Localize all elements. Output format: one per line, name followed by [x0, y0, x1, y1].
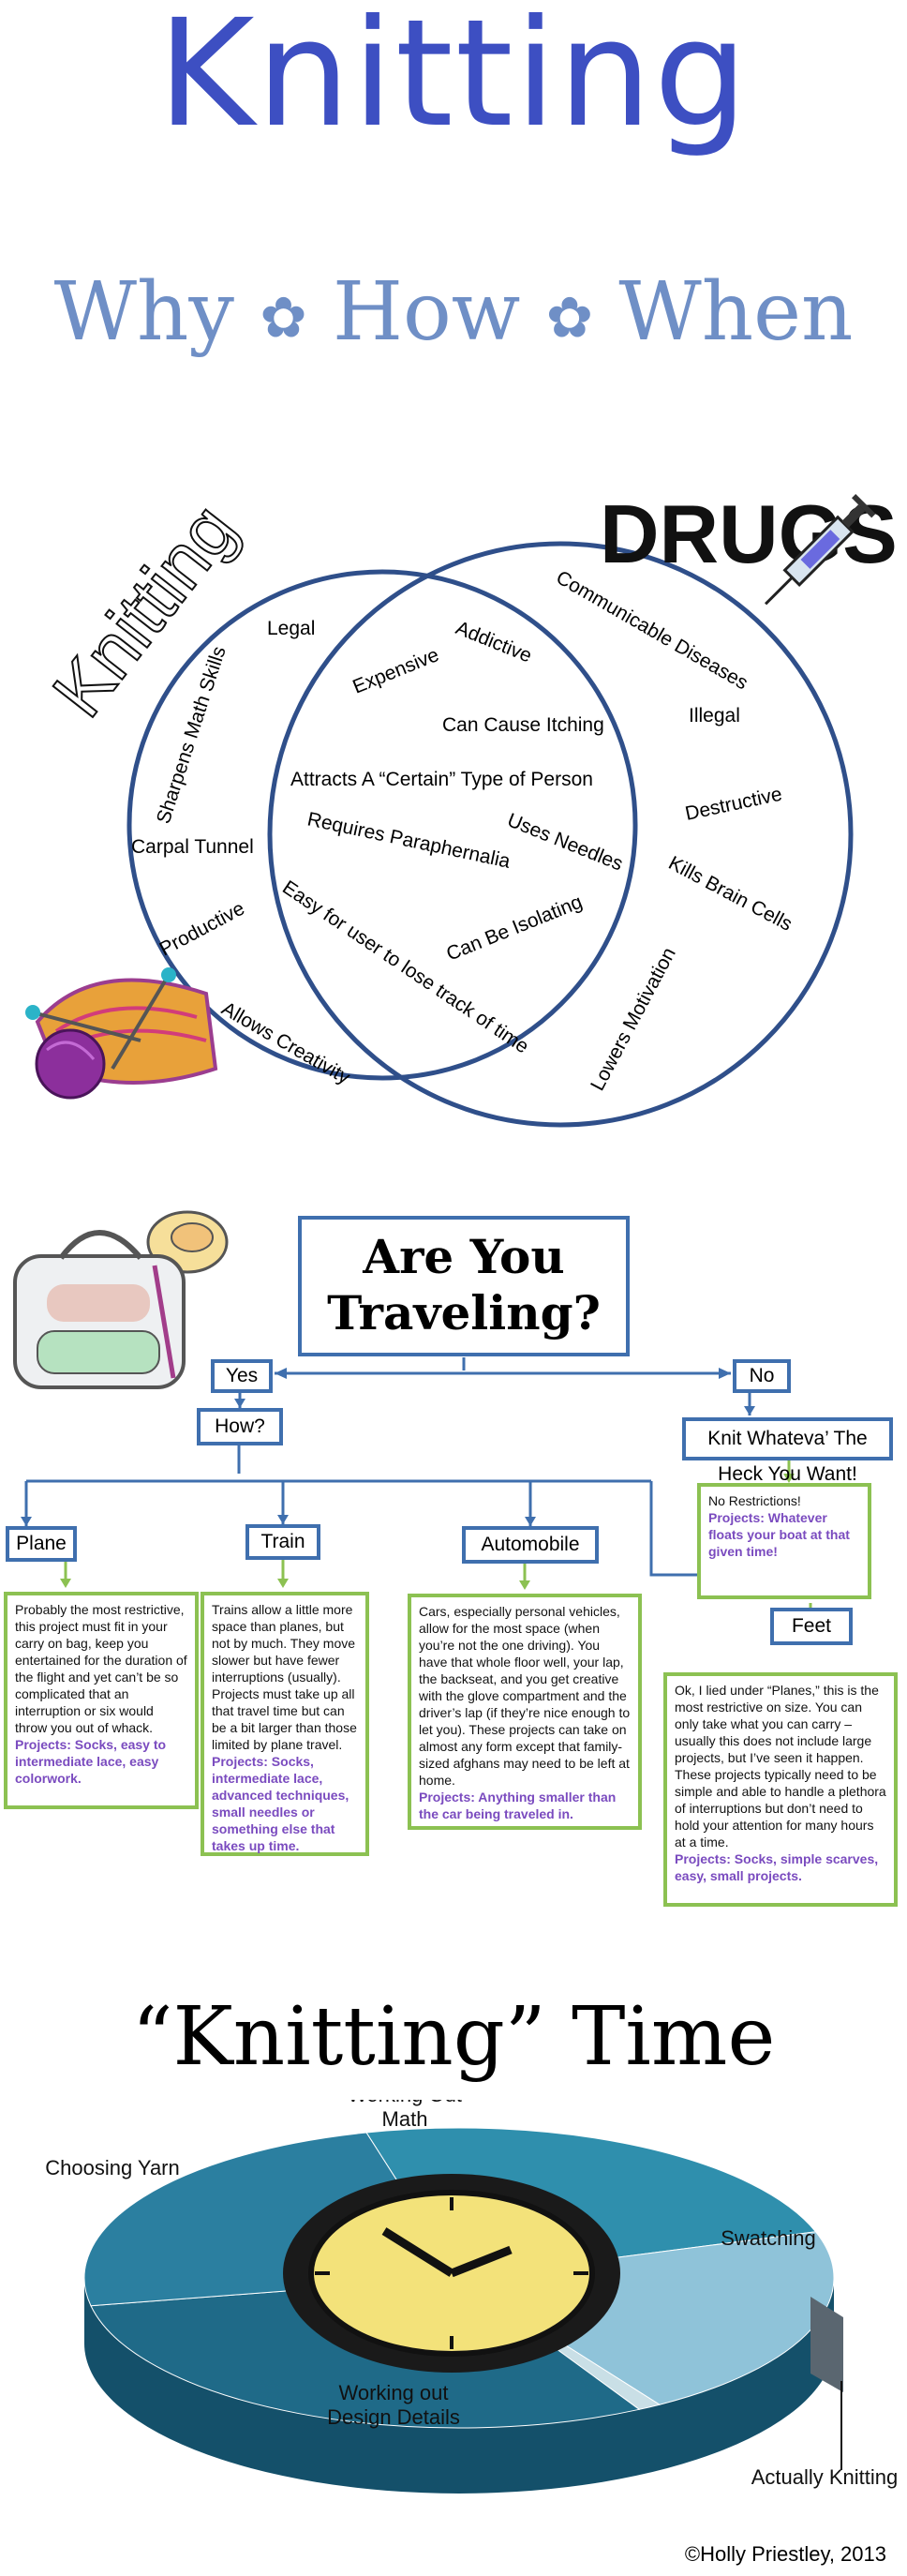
mode-feet-text: Ok, I lied under “Planes,” this is the m…: [675, 1683, 886, 1850]
mode-plane-label: Plane: [6, 1526, 77, 1562]
venn-circle-knitting: [126, 569, 638, 1081]
mode-automobile-detail: Cars, especially personal vehicles, allo…: [408, 1594, 642, 1830]
venn-right-item: Lowers Motivation: [587, 944, 680, 1094]
subtitle-why: Why: [53, 265, 234, 359]
flower-icon: ✿: [260, 285, 307, 352]
venn-overlap-item: Can Cause Itching: [442, 714, 604, 736]
pie-label: Swatching: [721, 2226, 816, 2250]
venn-right-item: Illegal: [689, 705, 740, 726]
mode-train-projects: Projects: Socks, intermediate lace, adva…: [212, 1754, 349, 1853]
mode-train-text: Trains allow a little more space than pl…: [212, 1602, 357, 1752]
venn-overlap-item: Addictive: [453, 617, 535, 666]
venn-left-item: Allows Creativity: [218, 997, 354, 1088]
luggage-icon: [13, 1210, 229, 1389]
actually-knitting-slice: [810, 2297, 843, 2392]
venn-right-title: DRUGS: [600, 487, 898, 580]
pie-label: Working out: [339, 2381, 449, 2404]
pie-label: Math: [382, 2107, 428, 2131]
flower-icon: ✿: [545, 285, 593, 352]
clock-icon: [283, 2174, 620, 2373]
venn-overlap-item: Requires Paraphernalia: [305, 808, 513, 872]
venn-left-title: Knitting: [37, 488, 252, 731]
copyright: ©Holly Priestley, 2013: [684, 2542, 886, 2566]
venn-right-item: Kills Brain Cells: [665, 852, 796, 936]
yarn-ball-icon: [25, 967, 218, 1100]
syringe-icon: [765, 493, 876, 606]
page-title: Knitting: [157, 0, 750, 160]
yes-box: Yes: [211, 1359, 273, 1393]
mode-plane-detail: Probably the most restrictive, this proj…: [4, 1592, 199, 1809]
question-line2: Traveling?: [327, 1285, 601, 1340]
mode-train-label: Train: [245, 1524, 320, 1560]
pie-label: Actually Knitting: [751, 2465, 899, 2489]
venn-diagram: Knitting DRUGS Legal Sharpens Math Skill…: [25, 487, 898, 1128]
venn-left-item: Sharpens Math Skills: [153, 644, 230, 827]
mode-automobile-projects: Projects: Anything smaller than the car …: [419, 1790, 617, 1821]
mode-automobile-text: Cars, especially personal vehicles, allo…: [419, 1604, 631, 1788]
venn-overlap-item: Easy for user to lose track of time: [278, 876, 532, 1057]
venn-left-item: Productive: [156, 898, 248, 961]
venn-right-item: Destructive: [683, 784, 784, 825]
venn-circle-drugs: [267, 541, 854, 1128]
pie-label: Working Out: [348, 2100, 462, 2106]
pie-label: Design Details: [327, 2405, 460, 2429]
mode-automobile-label: Automobile: [462, 1526, 599, 1564]
venn-left-item: Legal: [267, 618, 315, 639]
no-detail-projects: Projects: Whatever floats your boat at t…: [708, 1510, 850, 1559]
subtitle-how: How: [332, 265, 521, 359]
mode-plane-projects: Projects: Socks, easy to intermediate la…: [15, 1737, 167, 1786]
question-box: Are You Traveling?: [298, 1216, 630, 1356]
venn-overlap-item: Expensive: [349, 644, 441, 698]
page-subtitle: Why ✿ How ✿ When: [0, 272, 907, 352]
no-detail-box: No Restrictions! Projects: Whatever floa…: [697, 1483, 871, 1599]
venn-overlap-item: Can Be Isolating: [443, 891, 586, 966]
venn-left-item: Carpal Tunnel: [131, 836, 254, 858]
subtitle-when: When: [618, 265, 854, 359]
mode-train-detail: Trains allow a little more space than pl…: [201, 1592, 369, 1856]
no-answer-box: Knit Whateva’ The Heck You Want!: [682, 1417, 893, 1485]
pie-label: Choosing Yarn: [45, 2156, 180, 2179]
mode-feet-detail: Ok, I lied under “Planes,” this is the m…: [663, 1672, 898, 1907]
question-line1: Are You: [363, 1229, 565, 1284]
venn-overlap-item: Attracts A “Certain” Type of Person: [290, 769, 593, 790]
mode-plane-text: Probably the most restrictive, this proj…: [15, 1602, 187, 1735]
pie-title: “Knitting” Time: [131, 1990, 776, 2084]
how-box: How?: [197, 1408, 283, 1445]
venn-overlap-item: Uses Needles: [504, 809, 626, 875]
pie-chart: Working OutMath Swatching Actually Knittin…: [45, 2100, 899, 2494]
no-detail-text: No Restrictions!: [708, 1493, 801, 1508]
venn-right-item: Communicable Diseases: [553, 566, 752, 694]
mode-feet-label: Feet: [770, 1608, 853, 1645]
mode-feet-projects: Projects: Socks, simple scarves, easy, s…: [675, 1851, 879, 1883]
no-box: No: [733, 1359, 791, 1393]
